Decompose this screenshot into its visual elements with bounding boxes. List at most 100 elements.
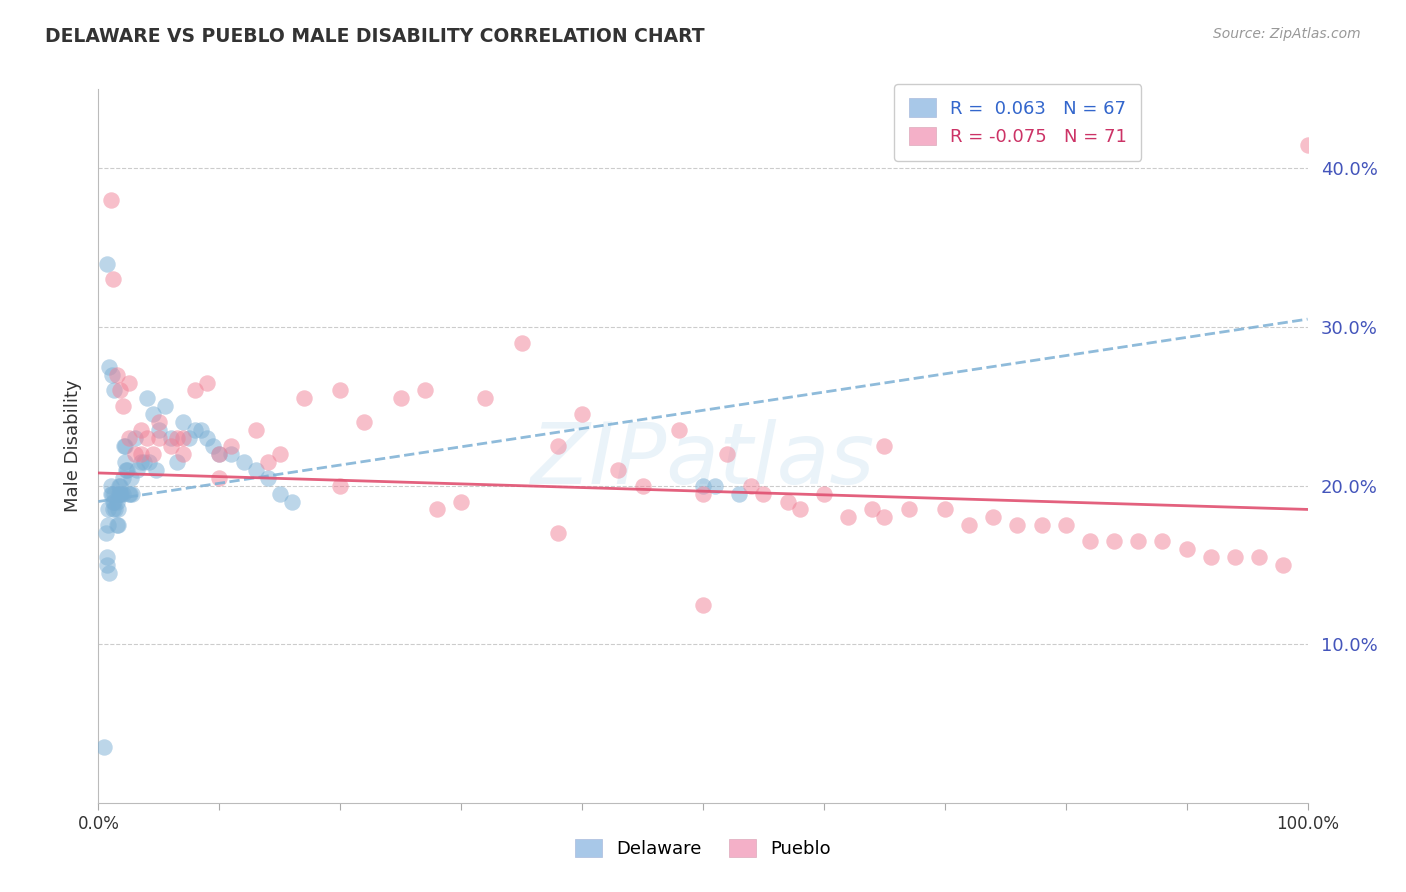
Point	[1296, 137, 1319, 152]
Point	[166, 431, 188, 445]
Text: DELAWARE VS PUEBLO MALE DISABILITY CORRELATION CHART: DELAWARE VS PUEBLO MALE DISABILITY CORRE…	[45, 27, 704, 45]
Point	[166, 455, 188, 469]
Point	[105, 368, 128, 382]
Point	[981, 510, 1004, 524]
Point	[1223, 549, 1246, 564]
Point	[153, 400, 176, 414]
Point	[118, 486, 141, 500]
Point	[232, 455, 254, 469]
Point	[740, 478, 762, 492]
Point	[118, 431, 141, 445]
Point	[121, 486, 143, 500]
Point	[256, 471, 278, 485]
Point	[195, 431, 218, 445]
Point	[134, 455, 156, 469]
Point	[860, 502, 883, 516]
Point	[112, 439, 135, 453]
Point	[138, 455, 160, 469]
Point	[108, 486, 131, 500]
Point	[692, 478, 714, 492]
Point	[631, 478, 654, 492]
Point	[957, 518, 980, 533]
Point	[172, 447, 194, 461]
Legend: Delaware, Pueblo: Delaware, Pueblo	[568, 831, 838, 865]
Point	[100, 478, 122, 492]
Point	[202, 439, 225, 453]
Point	[1152, 534, 1174, 549]
Point	[1175, 542, 1198, 557]
Point	[100, 486, 122, 500]
Text: ZIPatlas: ZIPatlas	[531, 418, 875, 502]
Point	[127, 463, 149, 477]
Point	[873, 510, 896, 524]
Point	[607, 463, 630, 477]
Point	[571, 407, 593, 421]
Point	[103, 486, 125, 500]
Point	[668, 423, 690, 437]
Point	[115, 463, 138, 477]
Point	[142, 407, 165, 421]
Point	[245, 463, 267, 477]
Point	[135, 431, 157, 445]
Point	[98, 566, 121, 580]
Point	[190, 423, 212, 437]
Point	[329, 478, 352, 492]
Point	[148, 415, 170, 429]
Point	[1249, 549, 1271, 564]
Point	[934, 502, 956, 516]
Point	[101, 272, 124, 286]
Point	[96, 257, 118, 271]
Point	[124, 431, 146, 445]
Point	[98, 359, 121, 374]
Point	[110, 486, 132, 500]
Point	[704, 478, 727, 492]
Point	[142, 447, 165, 461]
Point	[111, 471, 134, 485]
Point	[111, 400, 134, 414]
Point	[692, 598, 714, 612]
Point	[117, 463, 139, 477]
Point	[329, 384, 352, 398]
Point	[474, 392, 496, 406]
Point	[101, 502, 124, 516]
Point	[281, 494, 304, 508]
Point	[269, 447, 291, 461]
Point	[105, 494, 128, 508]
Point	[1199, 549, 1222, 564]
Y-axis label: Male Disability: Male Disability	[63, 380, 82, 512]
Point	[108, 486, 131, 500]
Point	[114, 439, 136, 453]
Point	[221, 447, 243, 461]
Point	[776, 494, 799, 508]
Point	[100, 193, 122, 207]
Point	[97, 518, 120, 533]
Point	[104, 502, 127, 516]
Point	[124, 447, 146, 461]
Point	[129, 447, 152, 461]
Point	[120, 471, 142, 485]
Point	[752, 486, 775, 500]
Point	[172, 431, 194, 445]
Point	[114, 455, 136, 469]
Point	[1272, 558, 1295, 572]
Point	[1128, 534, 1150, 549]
Point	[510, 335, 533, 350]
Point	[1031, 518, 1053, 533]
Point	[108, 478, 131, 492]
Point	[184, 384, 207, 398]
Point	[94, 526, 117, 541]
Point	[101, 494, 124, 508]
Point	[100, 368, 122, 382]
Point	[426, 502, 449, 516]
Point	[108, 384, 131, 398]
Point	[195, 376, 218, 390]
Point	[208, 447, 231, 461]
Point	[148, 431, 170, 445]
Point	[148, 423, 170, 437]
Point	[208, 471, 231, 485]
Point	[837, 510, 859, 524]
Point	[1102, 534, 1125, 549]
Point	[118, 376, 141, 390]
Point	[728, 486, 751, 500]
Point	[547, 526, 569, 541]
